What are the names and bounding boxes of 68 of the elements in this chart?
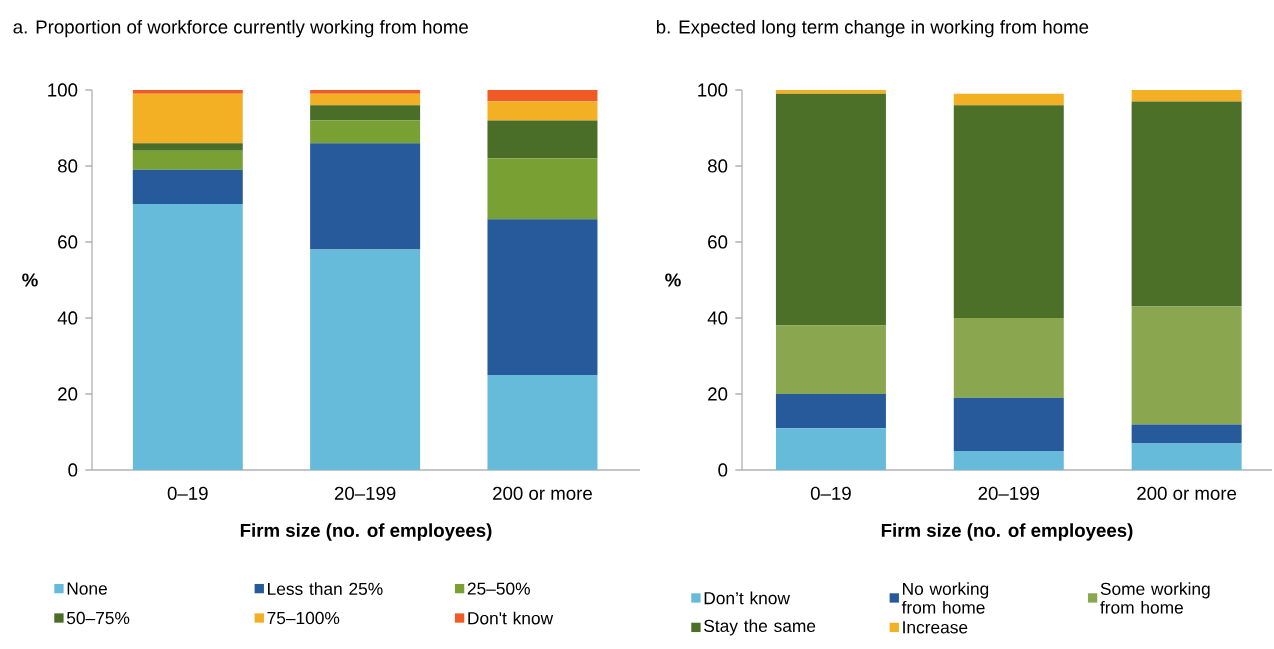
bar — [310, 89, 421, 94]
bar — [132, 143, 243, 151]
x-tick-label: 200 or more — [1137, 486, 1237, 500]
y-tick-label: 40 — [57, 311, 78, 325]
y-tick-label: 20 — [58, 387, 78, 401]
x-axis-title: Firm size (no. of employees) — [881, 523, 1133, 541]
bar — [310, 120, 421, 144]
x-tick-label: 20–199 — [978, 486, 1040, 500]
bar — [1131, 306, 1242, 425]
y-axis-title: % — [665, 273, 681, 287]
bar — [487, 219, 598, 375]
x-tick-label: 200 or more — [493, 486, 592, 500]
legend-label: Increase — [903, 621, 968, 634]
bar — [487, 158, 598, 220]
bar — [953, 93, 1064, 106]
bar — [310, 105, 421, 121]
bar — [1131, 89, 1242, 102]
legend-label: Stay the same — [704, 619, 816, 636]
y-tick-label: 0 — [68, 463, 78, 477]
legend-label: None — [67, 582, 107, 595]
chart-title: a. Proportion of workforce currently working from home — [13, 19, 468, 38]
bar — [487, 101, 598, 121]
legend-label: Don’t know — [704, 591, 791, 605]
y-tick-label: 0 — [718, 463, 728, 477]
y-axis-title: % — [22, 273, 38, 287]
y-tick-label: 40 — [707, 311, 728, 325]
legend-label: No working from home — [901, 582, 989, 614]
bar — [132, 203, 243, 470]
bar — [775, 428, 886, 470]
bar — [487, 89, 598, 102]
chart-title: b. Expected long term change in working from home — [656, 19, 1089, 38]
bar — [953, 317, 1064, 398]
legend-label: 25–50% — [467, 582, 530, 595]
legend-label: 50–75% — [66, 611, 130, 625]
bar — [132, 89, 243, 94]
bar — [487, 120, 598, 159]
y-tick-label: 80 — [708, 159, 728, 173]
bar — [1131, 101, 1242, 307]
y-tick-label: 60 — [58, 235, 78, 249]
y-tick-label: 100 — [48, 83, 78, 97]
y-tick-label: 80 — [58, 159, 78, 173]
x-tick-label: 0–19 — [167, 486, 208, 500]
bar — [775, 93, 886, 326]
y-tick-label: 20 — [708, 387, 728, 401]
legend-label: 75–100% — [267, 611, 340, 625]
bar — [132, 169, 243, 204]
bar — [310, 93, 421, 106]
x-tick-label: 20–199 — [334, 486, 396, 500]
bar — [132, 150, 243, 170]
bar — [132, 93, 243, 144]
bar — [1131, 424, 1242, 444]
bar — [487, 374, 598, 470]
legend-label: Don't know — [468, 611, 554, 625]
bar — [953, 105, 1064, 318]
bar — [775, 89, 886, 94]
bar — [310, 249, 421, 470]
bar — [775, 325, 886, 394]
y-tick-label: 60 — [708, 235, 728, 249]
bar — [953, 397, 1064, 451]
bar — [1131, 443, 1242, 470]
legend-label: Some working from home — [1100, 582, 1210, 614]
bar — [310, 143, 421, 250]
y-tick-label: 100 — [698, 83, 728, 97]
bar — [953, 450, 1064, 470]
x-tick-label: 0–19 — [810, 486, 851, 500]
x-axis-title: Firm size (no. of employees) — [240, 523, 492, 541]
bar — [775, 393, 886, 429]
legend-label: Less than 25% — [268, 582, 383, 595]
